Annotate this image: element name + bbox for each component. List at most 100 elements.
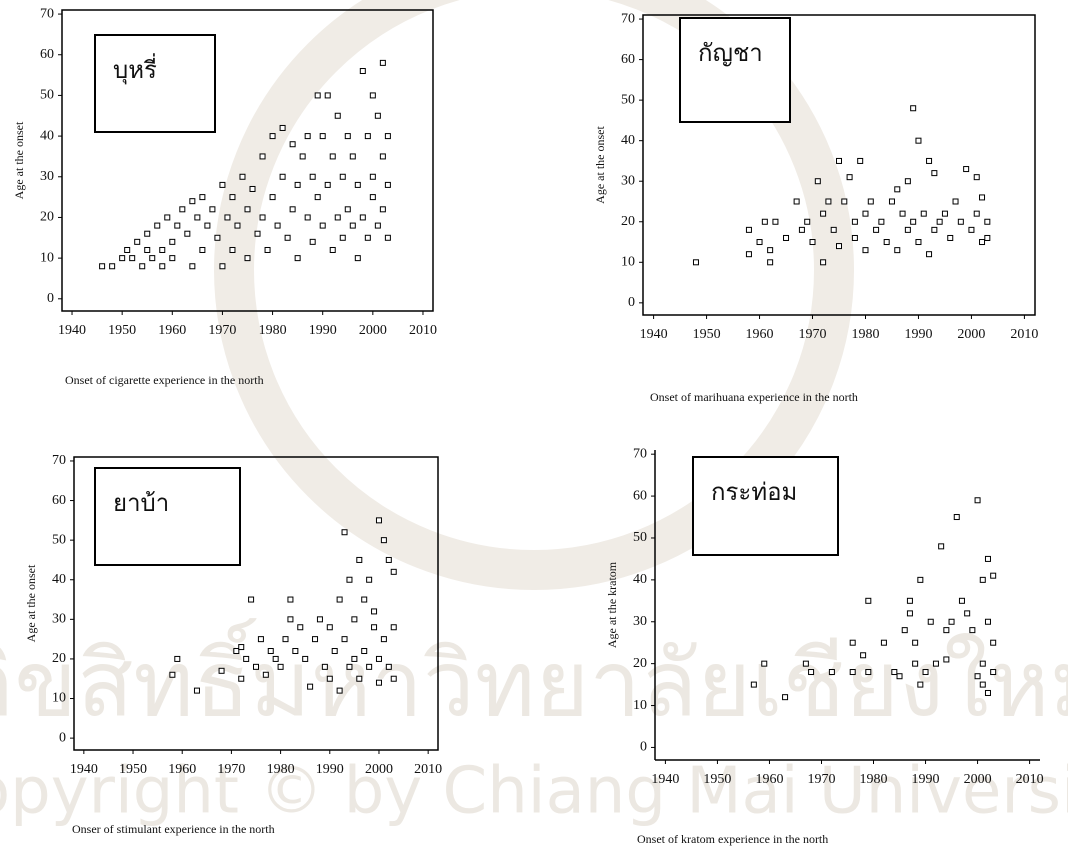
point [947,234,954,241]
point [189,263,196,270]
point [179,206,186,213]
point [119,255,126,262]
point [745,226,752,233]
point [904,178,911,185]
y-tick-label: 20 [52,651,66,666]
point [304,133,311,140]
point [846,174,853,181]
point [364,234,371,241]
point [756,239,763,246]
point [915,137,922,144]
point [984,555,991,562]
point [249,185,256,192]
point [346,663,353,670]
y-tick-label: 0 [628,295,635,310]
x-tick-label: 2010 [1010,327,1038,342]
point [292,648,299,655]
point [922,669,929,676]
point [369,92,376,99]
point [269,194,276,201]
point [134,238,141,245]
point [344,133,351,140]
x-tick-label: 1950 [108,323,136,338]
point [238,675,245,682]
x-tick-label: 1940 [70,762,98,777]
point [144,230,151,237]
annotation: กัญชา [698,39,763,67]
point [917,681,924,688]
point [390,624,397,631]
point [174,222,181,229]
point [984,689,991,696]
point [384,133,391,140]
y-tick-label: 10 [52,691,66,706]
point [229,246,236,253]
x-tick-label: 1960 [746,327,774,342]
point [324,92,331,99]
point [375,517,382,524]
point [124,246,131,253]
point [943,627,950,634]
x-tick-label: 1960 [158,323,186,338]
x-tick-label: 2010 [414,762,442,777]
point [849,669,856,676]
point [194,214,201,221]
point [369,194,376,201]
point [820,259,827,266]
point [139,263,146,270]
point [99,263,106,270]
point [356,556,363,563]
point [384,234,391,241]
point [390,568,397,575]
point [257,636,264,643]
x-tick-label: 1990 [316,762,344,777]
point [931,170,938,177]
plot-frame [73,456,439,751]
point [329,246,336,253]
point [974,673,981,680]
point [692,259,699,266]
point [836,157,842,164]
point [841,198,848,205]
y-tick-label: 70 [633,446,647,461]
point [906,610,913,617]
point [193,687,200,694]
point [334,112,341,119]
point [319,222,326,229]
y-tick-label: 50 [621,92,635,107]
y-tick-label: 60 [633,488,647,503]
point [264,246,271,253]
point [159,246,166,253]
point [979,681,986,688]
point [798,226,805,233]
point [289,141,296,148]
point [299,153,306,160]
annotation-box [94,34,216,133]
point [767,259,774,266]
point [239,173,246,180]
annotation: ยาบ้า [113,489,169,517]
point [289,206,296,213]
point [209,206,216,213]
point [279,173,286,180]
point [379,59,386,66]
point [957,218,964,225]
point [825,198,832,205]
point [314,194,321,201]
y-tick-label: 0 [59,730,66,745]
point [809,239,816,246]
point [804,218,811,225]
point [857,157,864,164]
y-tick-label: 20 [621,214,635,229]
point [287,616,294,623]
x-tick-label: 1990 [912,772,940,787]
point [390,675,397,682]
x-tick-label: 1970 [208,323,236,338]
point [984,218,991,225]
point [953,514,960,521]
point [282,636,289,643]
point [287,596,294,603]
watermark-thai: ลิขสิทธิ์มหาวิทยาลัยเชียงใหม่ [0,617,1068,737]
point [379,206,386,213]
